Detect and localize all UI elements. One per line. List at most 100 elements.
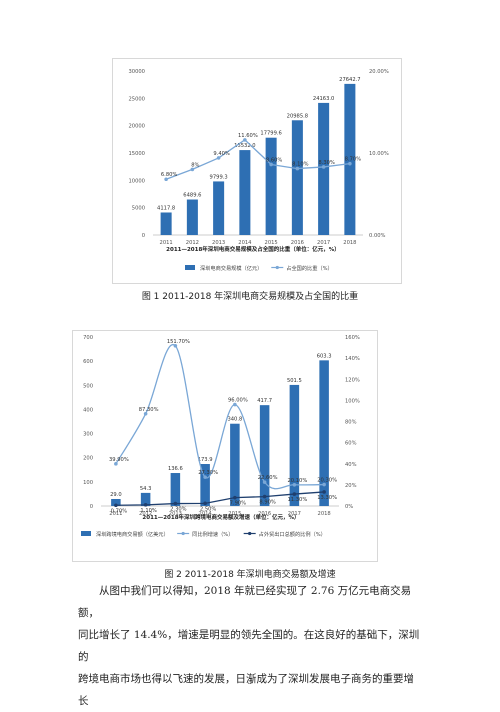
x-tick-label: 2016 — [291, 240, 304, 246]
y-left-tick-label: 500 — [83, 383, 93, 389]
bar-data-label: 4117.8 — [157, 205, 175, 211]
line-point — [114, 503, 118, 508]
bar-data-label: 20985.8 — [287, 113, 308, 119]
bar-data-label: 24163.0 — [313, 96, 334, 102]
line-point — [216, 156, 221, 160]
y-left-tick-label: 30000 — [128, 69, 145, 75]
chart-title: 2011—2018年深圳电商交易规模及占全国的比重（单位：亿元，%） — [166, 245, 340, 253]
bar — [170, 473, 181, 506]
x-tick-label: 2011 — [109, 511, 122, 517]
bar-data-label: 9799.3 — [210, 174, 228, 180]
legend-label: 同比例增速（%） — [192, 530, 233, 538]
line-point — [348, 161, 352, 166]
line-data-label: 151.70% — [167, 339, 190, 345]
line-point — [243, 138, 247, 142]
series-line — [165, 139, 350, 180]
series-line — [115, 343, 325, 490]
bar — [265, 137, 277, 235]
x-tick-label: 2013 — [212, 240, 225, 246]
line-point — [292, 482, 297, 487]
bar — [319, 360, 329, 506]
line-data-label: 8% — [191, 162, 199, 168]
figure-1-caption: 图 1 2011-2018 年深圳电商交易规模及占全国的比重 — [141, 292, 359, 302]
line-data-label: 22.60% — [258, 475, 278, 481]
y-right-tick-label: 120% — [345, 377, 360, 383]
bar — [160, 212, 172, 235]
paragraph-line: 同比增长了 14.4%，增速是明显的领先全国的。在这良好的基础下，深圳的 — [78, 629, 420, 663]
line-data-label: 8.70% — [345, 157, 362, 163]
y-left-tick-label: 600 — [83, 359, 93, 365]
legend-swatch-point — [275, 265, 279, 270]
chart-title: 2011—2018年深圳跨境电商交易额及增速（单位：亿元，%） — [142, 513, 299, 521]
bar — [186, 199, 198, 235]
legend-label: 深圳跨境电商交易额（亿美元） — [96, 530, 169, 538]
line-point — [233, 402, 237, 407]
line-data-label: 11.60% — [238, 133, 258, 139]
y-left-tick-label: 25000 — [128, 96, 145, 102]
line-data-label: 11.30% — [287, 497, 307, 503]
bar — [200, 464, 210, 506]
line-data-label: 20.10% — [287, 478, 307, 484]
bar-data-label: 29.0 — [110, 492, 122, 498]
x-tick-label: 2013 — [169, 511, 182, 517]
bar-data-label: 501.5 — [287, 378, 302, 384]
body-paragraph: 从图中我们可以得知，2018 年就已经实现了 2.76 万亿元电商交易额， 同比… — [78, 580, 424, 712]
line-data-label: 2.50% — [200, 506, 217, 512]
line-data-label: 27.30% — [198, 470, 218, 476]
figure-2-chart: 0 100 200 300 400 500 600 700 0% 20% 40% 60% 80% 100%… — [72, 330, 378, 562]
bar — [230, 423, 240, 506]
line-point — [173, 501, 178, 506]
bar-data-label: 6489.6 — [183, 193, 201, 199]
line-point — [190, 167, 195, 172]
bar — [344, 83, 356, 236]
page-number: 3 — [247, 678, 253, 686]
x-tick-label: 2018 — [318, 511, 331, 517]
legend-swatch-bar — [81, 531, 91, 536]
legend-swatch-bar — [185, 265, 195, 270]
y-right-tick-label: 80% — [345, 420, 357, 426]
y-left-tick-label: 200 — [83, 456, 93, 462]
figure-2-caption: 图 2 2011-2018 年深圳电商交易额及增速 — [164, 570, 336, 580]
line-point — [203, 475, 207, 479]
bar-data-label: 173.9 — [198, 457, 213, 463]
x-tick-label: 2014 — [238, 240, 252, 246]
bar-data-label: 54.3 — [140, 486, 152, 492]
line-data-label: 0.70% — [111, 508, 128, 514]
line-point — [322, 482, 326, 487]
y-left-tick-label: 100 — [83, 480, 93, 486]
y-right-tick-label: 40% — [345, 462, 357, 468]
x-tick-label: 2017 — [317, 240, 330, 246]
bar — [289, 384, 300, 506]
bar-data-label: 15532.0 — [234, 143, 255, 149]
legend-swatch-point — [181, 531, 185, 536]
bar-data-label: 340.8 — [227, 417, 242, 423]
y-right-tick-label: 20% — [345, 483, 357, 489]
x-tick-label: 2016 — [258, 511, 271, 517]
line-point — [233, 495, 237, 500]
bar-data-label: 136.6 — [168, 466, 183, 472]
y-right-tick-label: 10.00% — [369, 151, 389, 157]
y-left-tick-label: 15000 — [128, 151, 145, 157]
line-point — [321, 165, 326, 169]
y-right-tick-label: 100% — [345, 398, 360, 404]
line-point — [164, 177, 168, 182]
line-point — [143, 411, 148, 416]
line-data-label: 8.60% — [266, 157, 283, 163]
line-data-label: 7.90% — [230, 501, 247, 507]
y-right-tick-label: 0% — [345, 504, 353, 510]
line-data-label: 13.30% — [317, 495, 337, 501]
bar-data-label: 417.7 — [257, 398, 272, 404]
y-left-tick-label: 0 — [142, 233, 145, 239]
figure-1-svg: 0 5000 10000 15000 20000 25000 30000 0.00% 10.00… — [128, 69, 389, 272]
paragraph-line: 从图中我们可以得知，2018 年就已经实现了 2.76 万亿元电商交易额， — [78, 585, 412, 619]
y-left-tick-label: 10000 — [128, 178, 145, 184]
legend-label: 占全国的比重（%） — [286, 264, 332, 272]
y-right-tick-label: 60% — [345, 441, 357, 447]
x-tick-label: 2012 — [139, 511, 152, 517]
line-data-label: 1.10% — [140, 508, 157, 514]
x-tick-label: 2014 — [199, 511, 213, 517]
legend-label: 占外贸出口总额的比例（%） — [259, 530, 326, 538]
paragraph-line: 跨境电商市场也得以飞速的发展，日渐成为了深圳发展电子商务的重要增长 — [78, 673, 414, 707]
bar — [259, 405, 270, 506]
line-point — [114, 462, 118, 466]
